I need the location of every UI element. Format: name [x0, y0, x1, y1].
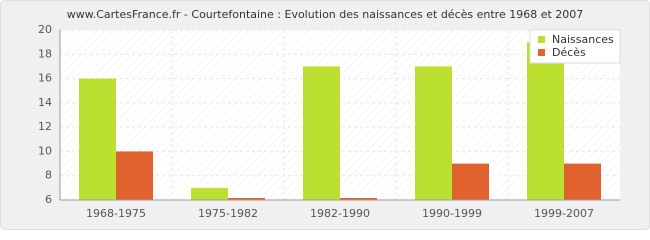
y-tick-label: 10	[38, 144, 52, 157]
legend-label: Décès	[552, 46, 586, 59]
x-tick-label: 1990-1999	[422, 207, 482, 220]
x-tick-label: 1968-1975	[86, 207, 146, 220]
bar	[564, 163, 601, 200]
bar	[228, 198, 265, 200]
y-tick-label: 16	[38, 72, 52, 85]
bar	[116, 151, 153, 200]
chart-title: www.CartesFrance.fr - Courtefontaine : E…	[67, 8, 584, 21]
bar	[340, 198, 377, 200]
chart: www.CartesFrance.fr - Courtefontaine : E…	[0, 0, 650, 230]
x-tick-label: 1975-1982	[198, 207, 258, 220]
legend-swatch	[538, 36, 545, 43]
x-tick-label: 1999-2007	[534, 207, 594, 220]
bar	[415, 66, 452, 200]
y-tick-label: 12	[38, 120, 52, 133]
bar	[452, 163, 489, 200]
legend-box	[529, 29, 621, 64]
y-tick-label: 6	[45, 193, 52, 206]
x-tick-label: 1982-1990	[310, 207, 370, 220]
legend-swatch	[538, 49, 545, 56]
y-tick-label: 18	[38, 47, 52, 60]
bar	[79, 78, 116, 200]
y-tick-label: 8	[45, 169, 52, 182]
bar	[527, 42, 564, 201]
y-tick-label: 20	[38, 23, 52, 36]
bar	[191, 187, 228, 200]
y-tick-label: 14	[38, 96, 52, 109]
bar	[303, 66, 340, 200]
legend-label: Naissances	[552, 33, 614, 46]
